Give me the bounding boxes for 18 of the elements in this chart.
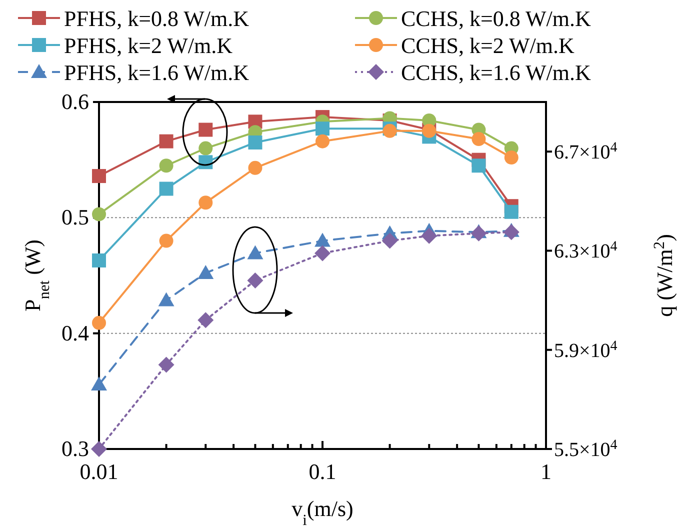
- y2-tick-label: 6.3×10$^{4}$: [554, 239, 618, 263]
- legend-label: PFHS, k=0.8 W/m.K: [64, 6, 250, 31]
- y-tick-label: 0.3: [62, 436, 89, 461]
- y-tick-label: 0.5: [62, 204, 89, 230]
- legend-label: CCHS, k=0.8 W/m.K: [401, 6, 591, 31]
- legend-label: CCHS, k=1.6 W/m.K: [401, 60, 591, 85]
- x-tick-label: 0.1: [308, 459, 336, 484]
- y-tick-label: 0.6: [62, 89, 89, 114]
- y2-tick-label: 5.9×10$^{4}$: [554, 338, 618, 362]
- y2-tick-label: 6.7×10$^{4}$: [554, 140, 618, 164]
- x-axis-title: v$_{i}$(m/s): [292, 496, 354, 526]
- x-tick-label: 1: [540, 459, 552, 484]
- y-tick-label: 0.4: [62, 320, 89, 346]
- y2-tick-label: 5.5×10$^{4}$: [554, 438, 618, 461]
- legend-label: PFHS, k=1.6 W/m.K: [64, 60, 250, 85]
- x-tick-label: 0.01: [80, 459, 118, 484]
- legend-label: CCHS, k=2 W/m.K: [401, 33, 574, 58]
- legend-label: PFHS, k=2 W/m.K: [64, 33, 233, 58]
